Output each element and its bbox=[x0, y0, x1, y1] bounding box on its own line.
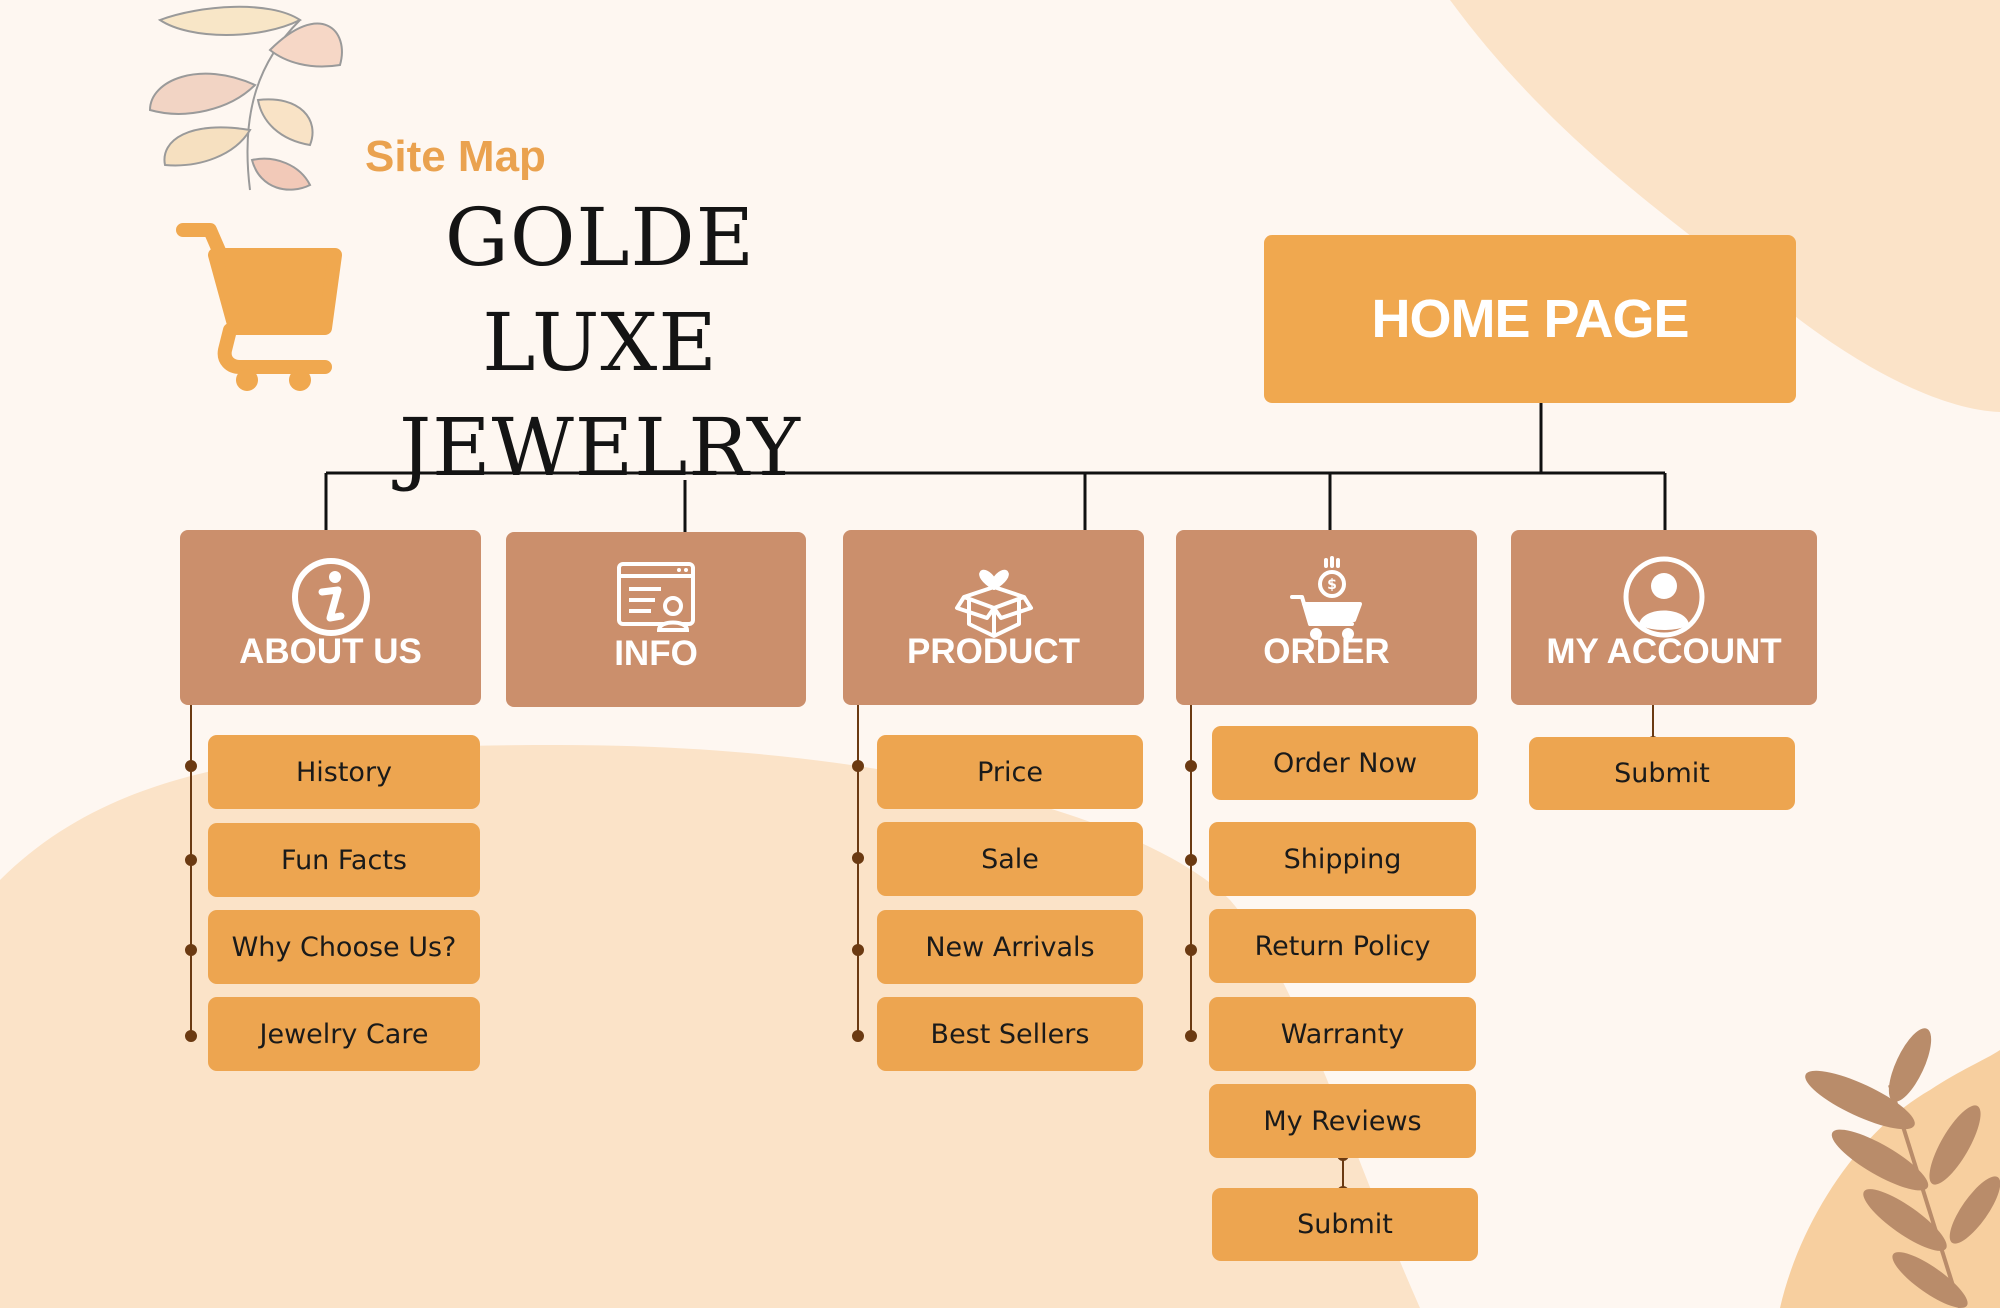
my-reviews-item[interactable]: My Reviews bbox=[1209, 1084, 1476, 1158]
product-node[interactable]: PRODUCT bbox=[843, 530, 1144, 705]
review-submit-item[interactable]: Submit bbox=[1212, 1188, 1478, 1261]
shopping-cart-icon bbox=[176, 223, 342, 391]
my-account-label: MY ACCOUNT bbox=[1546, 632, 1782, 671]
gift-box-icon bbox=[954, 569, 1033, 638]
product-label: PRODUCT bbox=[906, 632, 1081, 671]
info-label: INFO bbox=[614, 634, 698, 673]
price-item[interactable]: Price bbox=[877, 735, 1143, 809]
site-map-subtitle: Site Map bbox=[365, 132, 546, 181]
return-policy-item[interactable]: Return Policy bbox=[1209, 909, 1476, 983]
leaf-branch-decoration bbox=[1805, 1028, 2000, 1308]
web-profile-icon bbox=[617, 562, 695, 632]
top-right-blob bbox=[1450, 0, 2000, 412]
info-node[interactable]: INFO bbox=[506, 532, 806, 707]
jewelry-care-item[interactable]: Jewelry Care bbox=[208, 997, 480, 1071]
order-node[interactable]: $ ORDER bbox=[1176, 530, 1477, 705]
about-us-node[interactable]: ABOUT US bbox=[180, 530, 481, 705]
leaf-sketch-decoration bbox=[148, 5, 343, 191]
why-choose-us-item[interactable]: Why Choose Us? bbox=[208, 910, 480, 984]
sale-item[interactable]: Sale bbox=[877, 822, 1143, 896]
order-label: ORDER bbox=[1263, 632, 1390, 671]
new-arrivals-item[interactable]: New Arrivals bbox=[877, 910, 1143, 984]
svg-text:$: $ bbox=[1327, 577, 1337, 593]
my-account-node[interactable]: MY ACCOUNT bbox=[1511, 530, 1817, 705]
page-title: GOLDE LUXE JEWELRY bbox=[330, 185, 870, 500]
info-icon bbox=[291, 558, 370, 636]
fun-facts-item[interactable]: Fun Facts bbox=[208, 823, 480, 897]
home-page-node[interactable]: HOME PAGE bbox=[1264, 235, 1796, 403]
history-item[interactable]: History bbox=[208, 735, 480, 809]
user-icon bbox=[1623, 556, 1705, 638]
warranty-item[interactable]: Warranty bbox=[1209, 997, 1476, 1071]
order-now-item[interactable]: Order Now bbox=[1212, 726, 1478, 800]
about-us-label: ABOUT US bbox=[239, 632, 422, 671]
title-line-1: GOLDE LUXE bbox=[444, 191, 756, 389]
shipping-item[interactable]: Shipping bbox=[1209, 822, 1476, 896]
cart-money-icon: $ bbox=[1289, 556, 1362, 640]
best-sellers-item[interactable]: Best Sellers bbox=[877, 997, 1143, 1071]
title-line-2: JEWELRY bbox=[399, 401, 801, 494]
account-submit-item[interactable]: Submit bbox=[1529, 737, 1795, 810]
